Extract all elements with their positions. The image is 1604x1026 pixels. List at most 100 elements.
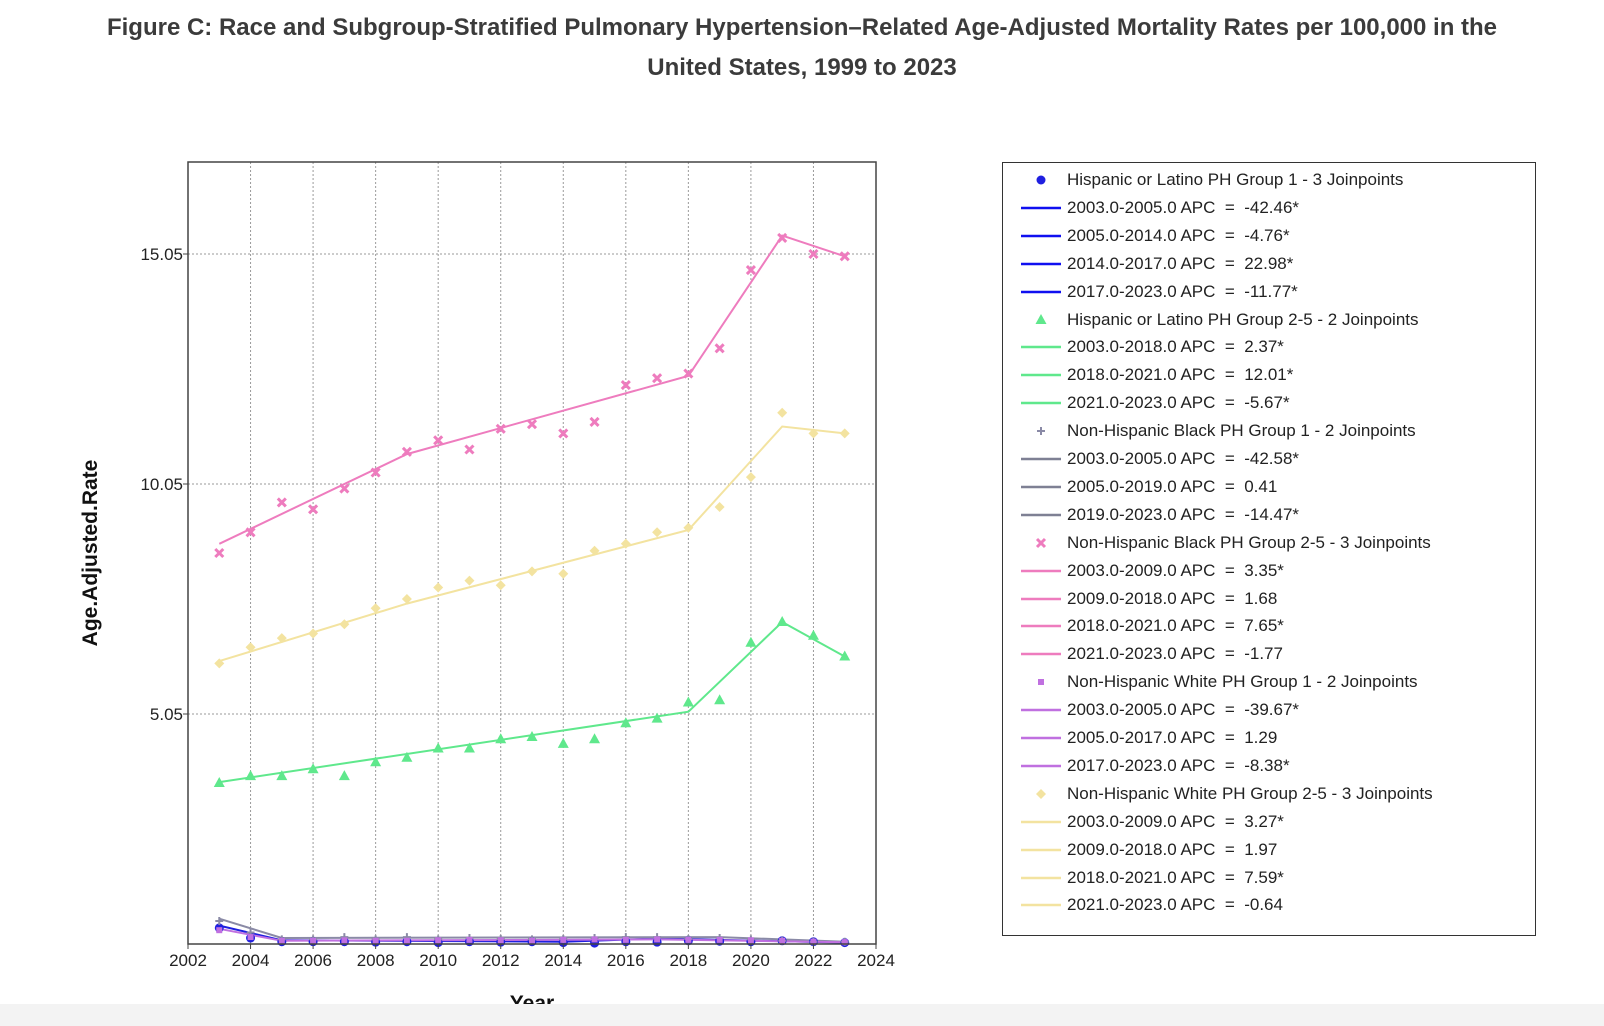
- legend-symbol: [1021, 262, 1061, 265]
- marker-small-square: [403, 937, 410, 944]
- marker-small-square: [622, 936, 629, 943]
- marker-square: [558, 428, 569, 439]
- x-axis-ticks: 2002 2004 2006 2008 2010 2012 2014 2016 2018 2020…: [169, 944, 895, 970]
- legend-series-name: Non-Hispanic Black PH Group 2-5 - 3 Join…: [1067, 532, 1431, 552]
- legend-symbol: [1021, 457, 1061, 461]
- marker-square: [495, 423, 506, 434]
- marker-triangle: [495, 733, 507, 744]
- legend-segment-row: 2017.0-2023.0 APC = -11.77*: [1003, 279, 1533, 305]
- marker-small-square: [278, 937, 285, 944]
- marker-triangle: [432, 742, 444, 753]
- marker-diamond: [652, 527, 663, 538]
- legend-segment-label: 2009.0-2018.0 APC = 1.68: [1067, 588, 1278, 608]
- marker-triangle: [651, 712, 663, 723]
- marker-small-square: [216, 927, 223, 934]
- x-tick-label: 2020: [732, 951, 770, 970]
- legend-segment-label: 2003.0-2009.0 APC = 3.27*: [1067, 811, 1284, 831]
- legend-symbol: [1021, 346, 1061, 349]
- legend-segment-label: 2018.0-2021.0 APC = 12.01*: [1067, 365, 1294, 385]
- legend-segment-row: 2018.0-2021.0 APC = 7.65*: [1003, 613, 1533, 639]
- marker-square: [777, 232, 788, 243]
- legend-series-name: Non-Hispanic White PH Group 2-5 - 3 Join…: [1067, 783, 1433, 803]
- marker-small-square: [779, 937, 786, 944]
- marker-diamond: [308, 628, 319, 639]
- x-tick-label: 2014: [544, 951, 582, 970]
- legend-segment-row: 2021.0-2023.0 APC = -5.67*: [1003, 390, 1533, 416]
- legend-segment-row: 2005.0-2014.0 APC = -4.76*: [1003, 223, 1533, 249]
- legend-symbol: [1021, 597, 1061, 600]
- plot-frame: [187, 161, 877, 945]
- marker-triangle: [338, 770, 350, 781]
- marker-diamond: [527, 566, 537, 577]
- marker-small-square: [310, 937, 317, 944]
- marker-small-square: [560, 936, 567, 943]
- legend-symbol: [1021, 374, 1061, 377]
- marker-small-square: [841, 939, 848, 946]
- marker-triangle: [557, 737, 569, 748]
- marker-small-square: [497, 937, 504, 944]
- legend-segment-row: 2021.0-2023.0 APC = -1.77: [1003, 641, 1533, 667]
- marker-triangle: [526, 731, 538, 741]
- legend-segment-label: 2003.0-2005.0 APC = -42.58*: [1067, 449, 1300, 468]
- legend-series-header: Non-Hispanic White PH Group 2-5 - 3 Join…: [1003, 781, 1533, 807]
- marker-square: [620, 380, 631, 391]
- legend-symbol: [1035, 537, 1047, 548]
- x-tick-label: 2010: [419, 951, 457, 970]
- legend-symbol: [1038, 679, 1044, 686]
- marker-small-square: [372, 937, 379, 944]
- marker-triangle: [307, 763, 319, 774]
- legend-segment-row: 2018.0-2021.0 APC = 7.59*: [1003, 865, 1533, 891]
- marker-diamond: [1036, 788, 1046, 799]
- marker-square: [276, 497, 287, 508]
- marker-square: [652, 373, 663, 384]
- marker-small-square: [747, 937, 754, 944]
- marker-square: [339, 483, 350, 494]
- legend-segment-label: 2021.0-2023.0 APC = -1.77: [1067, 644, 1283, 664]
- marker-triangle: [1035, 313, 1047, 324]
- marker-diamond: [245, 642, 256, 653]
- legend-symbol: [1035, 313, 1047, 324]
- legend-symbol: [1021, 485, 1061, 489]
- legend-segment-row: 2003.0-2009.0 APC = 3.35*: [1003, 558, 1533, 584]
- marker-square: [464, 444, 475, 455]
- legend-series-name: Hispanic or Latino PH Group 2-5 - 2 Join…: [1067, 309, 1419, 329]
- legend-segment-row: 2003.0-2005.0 APC = -42.46*: [1003, 195, 1533, 221]
- x-tick-label: 2016: [607, 951, 645, 970]
- legend-segment-row: 2003.0-2005.0 APC = -39.67*: [1003, 697, 1533, 723]
- fit-line: [218, 234, 846, 545]
- legend-series-header: Hispanic or Latino PH Group 2-5 - 2 Join…: [1003, 307, 1533, 333]
- marker-triangle: [370, 756, 382, 767]
- marker-plus: [215, 917, 224, 925]
- legend-segment-row: 2003.0-2005.0 APC = -42.58*: [1003, 446, 1533, 472]
- marker-small-square: [654, 936, 661, 943]
- marker-diamond: [589, 545, 600, 556]
- marker-small-square: [1038, 679, 1044, 686]
- legend-series-name: Non-Hispanic Black PH Group 1 - 2 Joinpo…: [1067, 421, 1416, 441]
- marker-square: [308, 504, 319, 515]
- legend-segment-row: 2005.0-2019.0 APC = 0.41: [1003, 474, 1533, 500]
- legend-symbol: [1021, 820, 1061, 823]
- marker-square: [839, 251, 850, 262]
- marker-triangle: [682, 696, 694, 707]
- legend-series-header: Hispanic or Latino PH Group 1 - 3 Joinpo…: [1003, 167, 1533, 193]
- x-tick-label: 2008: [357, 951, 395, 970]
- legend-segment-label: 2005.0-2017.0 APC = 1.29: [1067, 728, 1278, 747]
- marker-square: [589, 416, 600, 427]
- marker-small-square: [716, 936, 723, 943]
- marker-diamond: [745, 472, 756, 483]
- marker-small-square: [810, 938, 817, 945]
- legend-symbol: [1021, 764, 1061, 768]
- legend-symbol: [1021, 234, 1061, 238]
- legend-segment-label: 2014.0-2017.0 APC = 22.98*: [1067, 253, 1294, 273]
- legend-segment-row: 2017.0-2023.0 APC = -8.38*: [1003, 753, 1533, 779]
- x-tick-label: 2006: [294, 951, 332, 970]
- y-axis-label: Age.Adjusted.Rate: [79, 460, 102, 647]
- page-footer-band: [0, 1004, 1604, 1026]
- figure-title-line-2: United States, 1999 to 2023: [647, 54, 957, 81]
- legend-symbol: [1021, 401, 1061, 405]
- legend-symbol: [1021, 206, 1061, 210]
- marker-diamond: [370, 603, 381, 614]
- marker-small-square: [247, 934, 254, 941]
- legend-symbol: [1021, 904, 1061, 907]
